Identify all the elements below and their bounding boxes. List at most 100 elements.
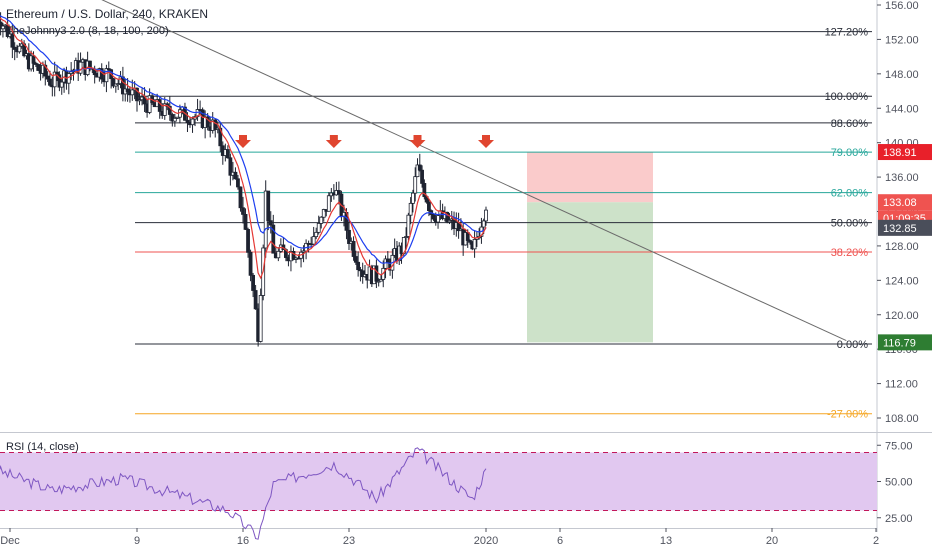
candle-body	[351, 240, 356, 257]
time-tick-label: 13	[660, 535, 672, 547]
candle-body	[45, 75, 50, 80]
price-badge	[878, 219, 932, 236]
candle-body	[258, 295, 263, 342]
candle-body	[316, 223, 321, 233]
candle-body	[43, 64, 48, 77]
candle-body	[422, 183, 427, 198]
candle-body	[291, 250, 296, 260]
candle-body	[185, 119, 190, 123]
candle-body	[326, 195, 331, 212]
candle-body	[436, 215, 440, 223]
price-tick-label: 124.00	[885, 275, 919, 287]
price-tick-label: 148.00	[885, 69, 919, 81]
candle-body	[447, 219, 452, 223]
candles	[0, 12, 488, 347]
time-tick-label: 20	[766, 535, 778, 547]
candle-body	[125, 88, 130, 93]
fib-level-label: 62.00%	[831, 188, 869, 200]
candle-body	[251, 274, 255, 291]
fast-moving-average	[0, 16, 487, 280]
price-tick-label: 156.00	[885, 0, 919, 12]
time-tick-label: Dec	[0, 535, 20, 547]
price-tick-label: 152.00	[885, 34, 919, 46]
fib-level-label: 50.00%	[831, 218, 869, 230]
price-badge-label: 138.91	[883, 147, 917, 159]
candle-body	[228, 157, 233, 176]
rsi-axis: 75.00 50.00 25.00	[877, 440, 913, 525]
fib-level-label: 38.20%	[831, 247, 869, 259]
candle-body	[358, 269, 363, 272]
candle-body	[385, 258, 390, 263]
rsi-tick-label: 50.00	[885, 477, 913, 489]
resistance-arrows	[235, 134, 494, 148]
candle-body	[116, 83, 121, 85]
candle-body	[337, 190, 341, 195]
indicator-legend[interactable]: TheJohnny3 2.0 (8, 18, 100, 200)	[6, 25, 169, 37]
candle-body	[266, 190, 271, 222]
candle-body	[415, 164, 420, 178]
candle-body	[167, 105, 172, 115]
candle-body	[243, 213, 248, 230]
fib-level-label: 127.20%	[825, 27, 869, 39]
candle-body	[248, 251, 253, 276]
candle-body	[413, 176, 418, 194]
candle-body	[135, 87, 139, 102]
candle-body	[170, 114, 175, 122]
candle-body	[468, 240, 472, 243]
candle-body	[120, 76, 125, 95]
candle-body	[48, 78, 52, 86]
rsi-legend[interactable]: RSI (14, close)	[6, 441, 79, 453]
candle-body	[1, 25, 5, 30]
candle-body	[241, 207, 245, 215]
candle-body	[238, 186, 243, 209]
price-badge	[878, 194, 932, 211]
candle-body	[356, 261, 361, 271]
take-profit-zone[interactable]	[527, 202, 653, 343]
candle-body	[445, 211, 450, 223]
candle-body	[268, 220, 273, 226]
candle-body	[10, 33, 15, 48]
candle-body	[33, 62, 38, 65]
descending-trendline[interactable]	[95, 0, 847, 342]
resistance-arrow	[325, 134, 342, 148]
candle-body	[360, 270, 365, 278]
candle-body	[190, 118, 195, 126]
resistance-arrow	[478, 134, 494, 148]
price-tick-label: 144.00	[885, 103, 919, 115]
stop-loss-zone[interactable]	[527, 152, 653, 203]
candle-body	[157, 99, 162, 112]
candle-body	[376, 280, 381, 283]
candle-body	[162, 103, 167, 116]
candle-body	[104, 68, 109, 83]
candle-body	[411, 192, 415, 204]
time-tick-label: 9	[134, 535, 140, 547]
candle-body	[130, 89, 135, 96]
candle-body	[111, 78, 116, 87]
candle-body	[59, 81, 64, 88]
candle-body	[276, 250, 281, 259]
candle-body	[0, 21, 3, 30]
candle-body	[12, 46, 17, 50]
rsi-line	[0, 447, 487, 540]
candle-body	[408, 202, 413, 216]
candle-body	[420, 169, 424, 184]
candle-body	[379, 279, 383, 282]
candle-body	[484, 209, 488, 222]
candle-body	[225, 149, 230, 159]
fibonacci-levels[interactable]: 127.20% 100.00% 88.60% 79.00% 62.00% 50.00% 38…	[0, 27, 872, 421]
candle-body	[52, 71, 57, 88]
candle-body	[319, 216, 324, 224]
candle-body	[417, 164, 422, 171]
price-badge-label: 116.79	[883, 337, 916, 349]
slow-moving-average	[0, 15, 487, 265]
time-tick-label: 23	[343, 535, 355, 547]
time-tick-label: 2020	[474, 535, 498, 547]
candle-body	[314, 231, 319, 238]
price-badge	[878, 144, 932, 161]
rsi-band	[0, 452, 877, 511]
resistance-arrow	[235, 134, 251, 148]
candle-body	[205, 116, 210, 128]
time-axis[interactable]: Dec 9 16 23 2020 6 13 20 2	[0, 528, 879, 547]
candle-body	[481, 220, 486, 228]
